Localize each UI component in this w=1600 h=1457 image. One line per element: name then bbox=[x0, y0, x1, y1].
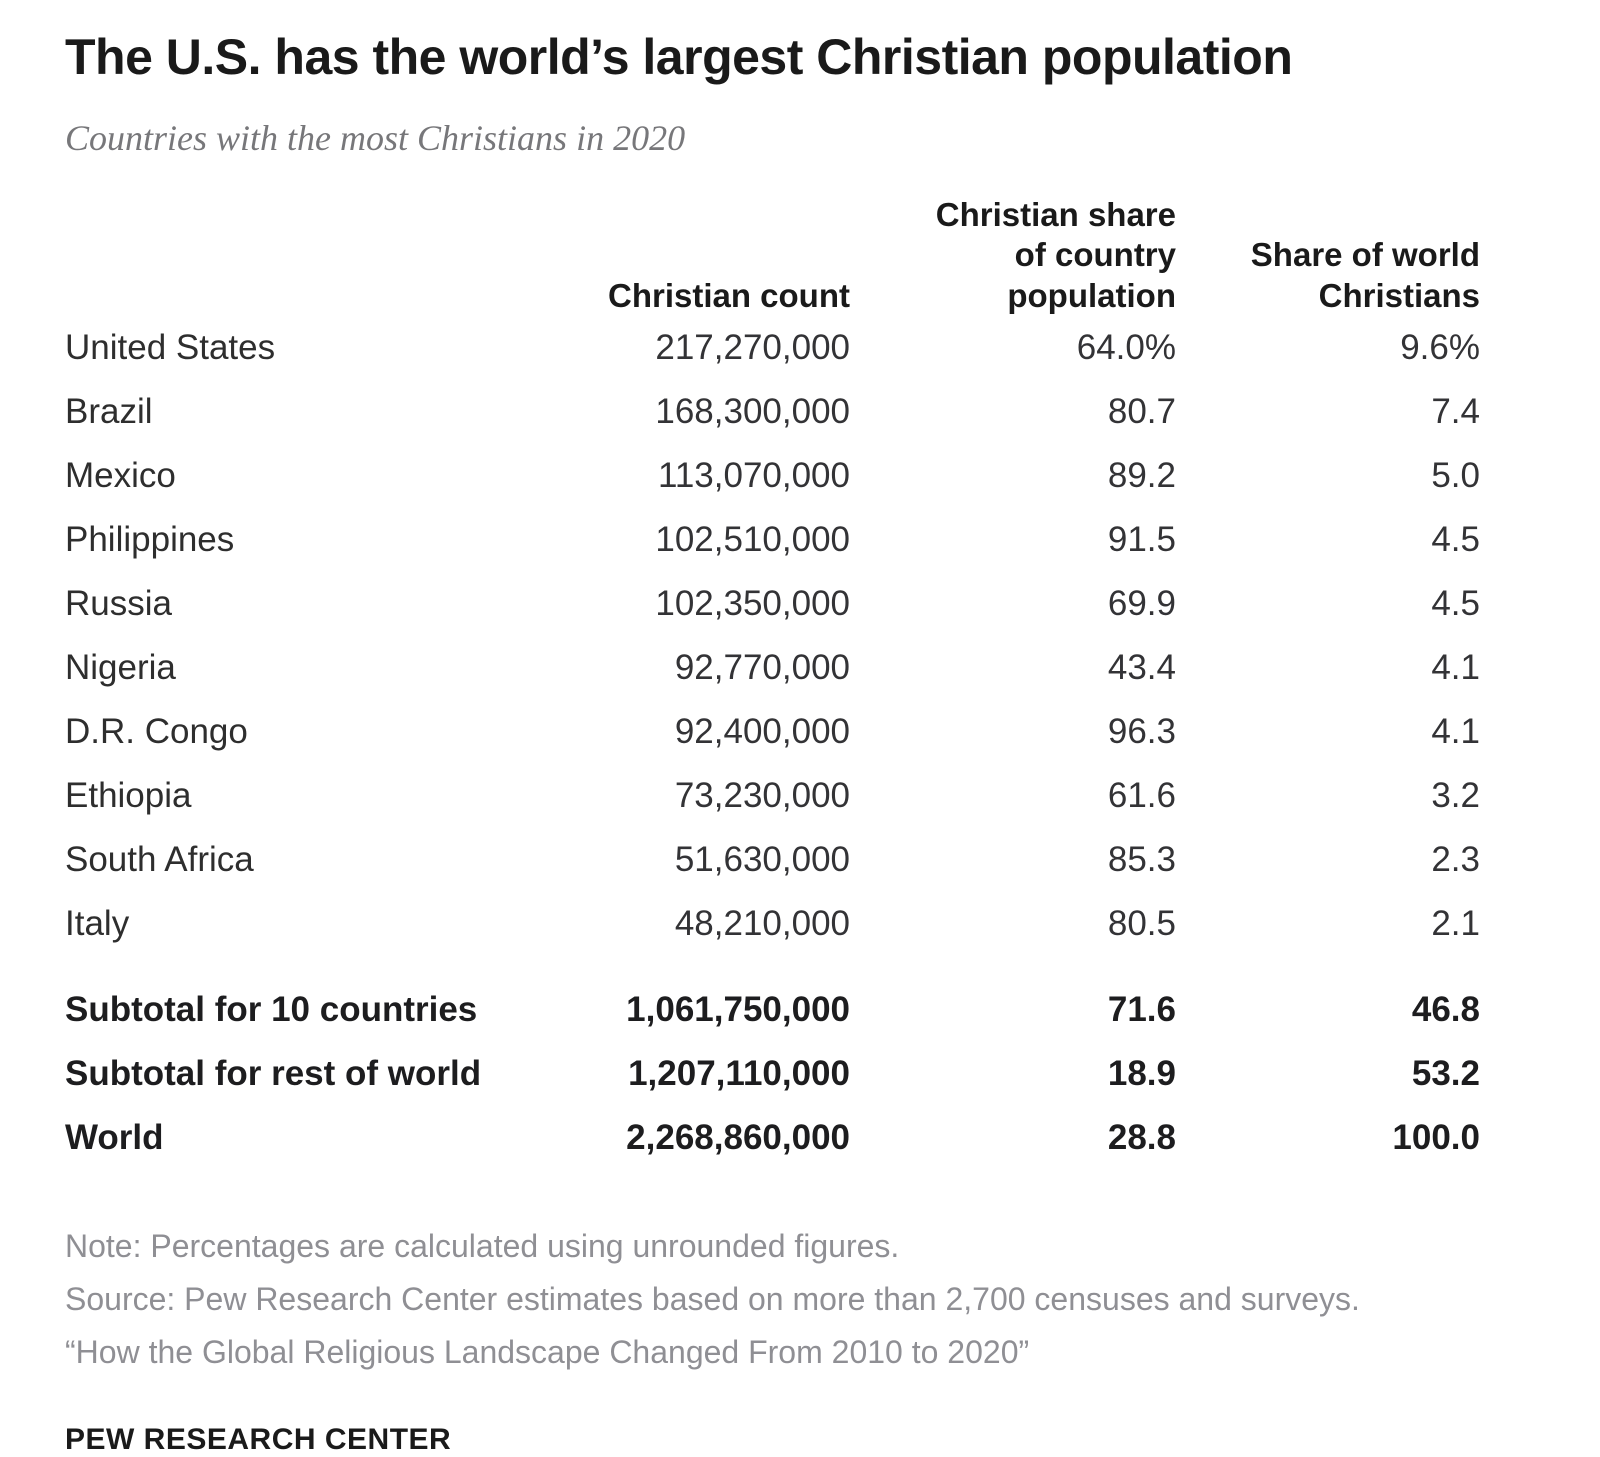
share-of-world: 100.0 bbox=[1392, 1117, 1480, 1157]
christian-count: 102,350,000 bbox=[655, 583, 850, 623]
share-of-world: 4.5 bbox=[1431, 583, 1480, 623]
country-name: Russia bbox=[65, 583, 172, 623]
share-of-world: 3.2 bbox=[1431, 775, 1480, 815]
share-of-world: 4.1 bbox=[1431, 647, 1480, 687]
share-of-world: 2.3 bbox=[1431, 839, 1480, 879]
table-row: United States 217,270,000 64.0% 9.6% bbox=[65, 316, 1480, 380]
subtitle: Countries with the most Christians in 20… bbox=[65, 118, 686, 158]
summary-label: World bbox=[65, 1117, 164, 1157]
share-of-world: 7.4 bbox=[1431, 391, 1480, 431]
share-of-country: 28.8 bbox=[1107, 1117, 1176, 1157]
header-share-of-country: Christian share of country population bbox=[935, 196, 1176, 314]
christian-count: 51,630,000 bbox=[674, 839, 850, 879]
christian-count: 217,270,000 bbox=[655, 327, 850, 367]
pew-research-center-wordmark: PEW RESEARCH CENTER bbox=[65, 1423, 452, 1457]
table-row: Mexico 113,070,000 89.2 5.0 bbox=[65, 444, 1480, 508]
share-of-country: 64.0% bbox=[1076, 327, 1176, 367]
note-line: Note: Percentages are calculated using u… bbox=[65, 1227, 900, 1264]
christian-count: 2,268,860,000 bbox=[626, 1117, 850, 1157]
share-of-country: 43.4 bbox=[1107, 647, 1176, 687]
country-name: Italy bbox=[65, 903, 130, 943]
subtotal-10-countries-row: Subtotal for 10 countries 1,061,750,000 … bbox=[65, 978, 1480, 1042]
share-of-world: 4.5 bbox=[1431, 519, 1480, 559]
share-of-country: 91.5 bbox=[1107, 519, 1176, 559]
country-name: South Africa bbox=[65, 839, 254, 879]
header-share-of-world: Share of world Christians bbox=[1250, 236, 1480, 314]
share-of-world: 9.6% bbox=[1400, 327, 1480, 367]
christian-count: 1,061,750,000 bbox=[626, 989, 850, 1029]
country-name: Nigeria bbox=[65, 647, 176, 687]
christian-count: 73,230,000 bbox=[674, 775, 850, 815]
share-of-world: 4.1 bbox=[1431, 711, 1480, 751]
share-of-country: 80.7 bbox=[1107, 391, 1176, 431]
share-of-country: 18.9 bbox=[1107, 1053, 1176, 1093]
page-title: The U.S. has the world’s largest Christi… bbox=[65, 29, 1293, 85]
country-name: Ethiopia bbox=[65, 775, 192, 815]
share-of-country: 71.6 bbox=[1107, 989, 1176, 1029]
footnotes: Note: Percentages are calculated using u… bbox=[65, 1220, 1480, 1379]
christian-count: 1,207,110,000 bbox=[628, 1053, 850, 1093]
table-row: Philippines 102,510,000 91.5 4.5 bbox=[65, 508, 1480, 572]
world-total-row: World 2,268,860,000 28.8 100.0 bbox=[65, 1106, 1480, 1170]
table-row: Italy 48,210,000 80.5 2.1 bbox=[65, 892, 1480, 956]
table-row: Brazil 168,300,000 80.7 7.4 bbox=[65, 380, 1480, 444]
share-of-world: 2.1 bbox=[1431, 903, 1480, 943]
christian-count: 113,070,000 bbox=[657, 455, 850, 495]
table-summary-rows: Subtotal for 10 countries 1,061,750,000 … bbox=[65, 978, 1480, 1170]
country-name: Brazil bbox=[65, 391, 153, 431]
table-header-row: Christian count Christian share of count… bbox=[65, 195, 1480, 316]
christian-count: 102,510,000 bbox=[655, 519, 850, 559]
subtotal-rest-of-world-row: Subtotal for rest of world 1,207,110,000… bbox=[65, 1042, 1480, 1106]
table-body: United States 217,270,000 64.0% 9.6% Bra… bbox=[65, 316, 1480, 956]
country-name: Philippines bbox=[65, 519, 235, 559]
share-of-country: 80.5 bbox=[1107, 903, 1176, 943]
christian-count: 168,300,000 bbox=[655, 391, 850, 431]
country-name: D.R. Congo bbox=[65, 711, 248, 751]
share-of-country: 85.3 bbox=[1107, 839, 1176, 879]
table-row: Russia 102,350,000 69.9 4.5 bbox=[65, 572, 1480, 636]
header-christian-count: Christian count bbox=[607, 276, 850, 314]
source-line: Source: Pew Research Center estimates ba… bbox=[65, 1280, 1360, 1317]
share-of-country: 61.6 bbox=[1107, 775, 1176, 815]
share-of-country: 96.3 bbox=[1107, 711, 1176, 751]
share-of-world: 5.0 bbox=[1431, 455, 1480, 495]
country-name: Mexico bbox=[65, 455, 176, 495]
christian-count: 92,770,000 bbox=[674, 647, 850, 687]
country-name: United States bbox=[65, 327, 276, 367]
share-of-country: 89.2 bbox=[1107, 455, 1176, 495]
summary-label: Subtotal for rest of world bbox=[65, 1053, 482, 1093]
share-of-world: 46.8 bbox=[1411, 989, 1480, 1029]
share-of-world: 53.2 bbox=[1411, 1053, 1480, 1093]
summary-label: Subtotal for 10 countries bbox=[65, 989, 478, 1029]
table-row: Ethiopia 73,230,000 61.6 3.2 bbox=[65, 764, 1480, 828]
report-title-line: “How the Global Religious Landscape Chan… bbox=[65, 1333, 1030, 1370]
christian-count: 48,210,000 bbox=[674, 903, 850, 943]
christian-count: 92,400,000 bbox=[674, 711, 850, 751]
table-row: South Africa 51,630,000 85.3 2.3 bbox=[65, 828, 1480, 892]
share-of-country: 69.9 bbox=[1107, 583, 1176, 623]
table-row: Nigeria 92,770,000 43.4 4.1 bbox=[65, 636, 1480, 700]
table-row: D.R. Congo 92,400,000 96.3 4.1 bbox=[65, 700, 1480, 764]
